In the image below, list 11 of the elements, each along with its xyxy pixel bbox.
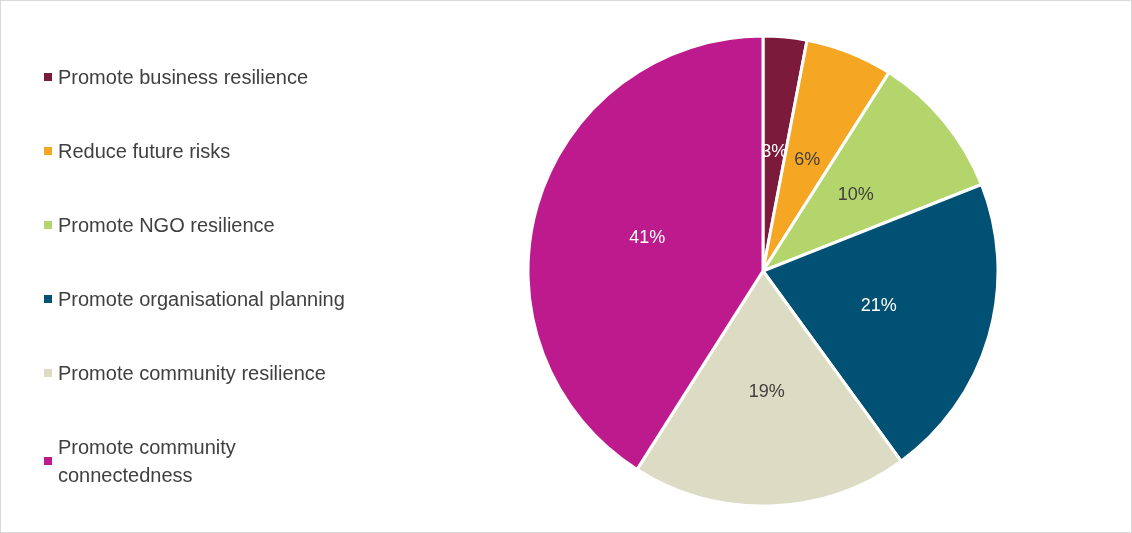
- data-label: 41%: [629, 227, 666, 248]
- data-label: 10%: [837, 184, 874, 205]
- legend-label: Promote community connectedness: [58, 436, 242, 486]
- legend-label: Promote organisational planning: [58, 288, 345, 310]
- legend-label: Promote NGO resilience: [58, 214, 275, 236]
- data-label: 6%: [794, 148, 821, 169]
- legend-label: Promote community resilience: [58, 362, 326, 384]
- legend-label: Reduce future risks: [58, 140, 231, 162]
- data-label: 21%: [860, 294, 897, 315]
- data-label: 19%: [748, 381, 785, 402]
- legend-label: Promote business resilience: [58, 66, 309, 88]
